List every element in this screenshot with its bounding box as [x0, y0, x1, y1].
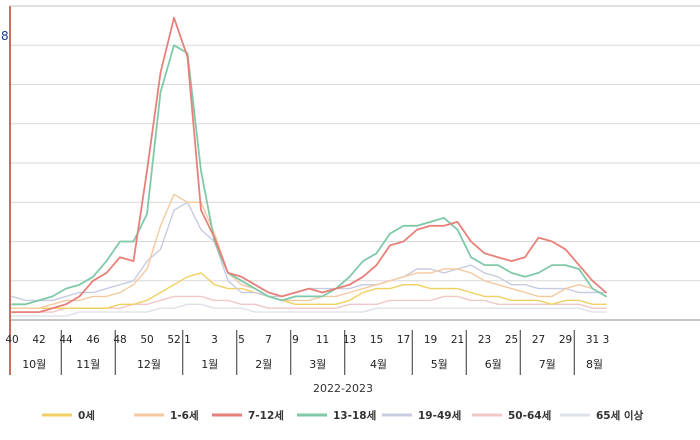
month-label: 6월: [485, 358, 502, 371]
series-line-3: [11, 16, 607, 314]
week-tick-label: 11: [316, 334, 329, 346]
week-tick-label: 3: [211, 334, 218, 346]
week-tick-label: 15: [370, 334, 383, 346]
series-line-6: [11, 295, 607, 313]
month-label: 4월: [370, 358, 387, 371]
legend-label: 1-6세: [170, 409, 199, 422]
legend-label: 7-12세: [248, 409, 284, 422]
week-tick-label: 31: [586, 334, 599, 346]
month-label: 5월: [431, 358, 448, 371]
month-label: 2월: [255, 358, 272, 371]
week-tick-label: 19: [424, 334, 437, 346]
month-label: 12월: [137, 358, 161, 371]
month-label: 7월: [539, 358, 556, 371]
x-axis-title: 2022-2023: [313, 382, 373, 395]
week-tick-label: 7: [265, 334, 272, 346]
legend: 0세 1-6세 7-12세 13-18세 19-49세 50-64세 65세 이상: [42, 409, 644, 422]
week-tick-label: 21: [451, 334, 464, 346]
month-label: 3월: [309, 358, 326, 371]
week-tick-label: 48: [113, 334, 126, 346]
x-axis-week-ticks: 40 42 44 46 48 50 52 1 3 5 7 9 11 13 15 17 19 21 23 25 27 29 3…: [5, 334, 609, 346]
week-tick-label: 42: [32, 334, 45, 346]
week-tick-label: 9: [292, 334, 299, 346]
legend-label: 19-49세: [418, 409, 461, 422]
week-tick-label: 44: [59, 334, 73, 346]
series-lines: [11, 16, 607, 317]
week-tick-label: 50: [140, 334, 153, 346]
series-line-4: [11, 44, 607, 306]
series-line-1: [11, 272, 607, 309]
legend-label: 13-18세: [333, 409, 376, 422]
week-tick-label: 1: [184, 334, 191, 346]
legend-label: 0세: [78, 409, 95, 422]
series-line-2: [11, 193, 607, 309]
week-tick-label: 40: [5, 334, 18, 346]
month-label: 10월: [22, 358, 46, 371]
week-tick-label: 17: [397, 334, 410, 346]
month-label: 8월: [586, 358, 603, 371]
week-tick-label: 29: [559, 334, 572, 346]
week-tick-label: 46: [86, 334, 100, 346]
month-label: 11월: [76, 358, 100, 371]
axes: [9, 5, 700, 375]
month-label: 1월: [201, 358, 218, 371]
week-tick-label: 3: [603, 334, 610, 346]
x-axis-months: 10월 11월 12월 1월 2월 3월 4월 5월 6월 7월 8월: [22, 330, 603, 375]
legend-label: 65세 이상: [596, 409, 644, 422]
week-tick-label: 23: [478, 334, 491, 346]
series-line-7: [11, 303, 607, 317]
week-tick-label: 5: [238, 334, 245, 346]
week-tick-label: 25: [505, 334, 518, 346]
week-tick-label: 27: [532, 334, 545, 346]
week-tick-label: 13: [343, 334, 356, 346]
legend-label: 50-64세: [508, 409, 551, 422]
week-tick-label: 52: [167, 334, 180, 346]
corner-label: 8: [1, 29, 9, 43]
